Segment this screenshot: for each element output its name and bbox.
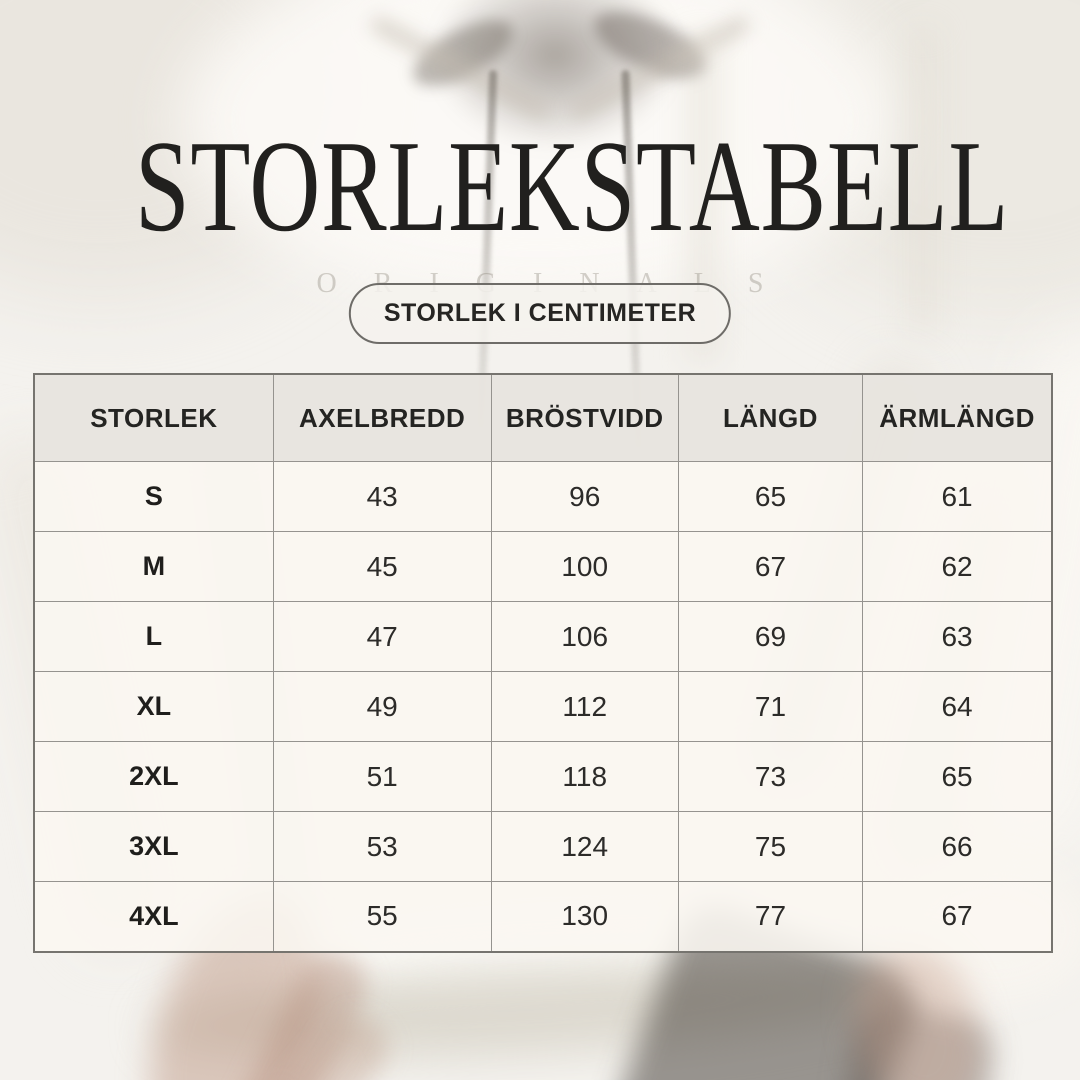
size-label-cell: M [33, 531, 274, 602]
measurement-cell: 55 [272, 881, 492, 952]
measurement-cell: 47 [272, 601, 492, 672]
table-row: 3XL 53 124 75 66 [33, 811, 1053, 882]
column-header: BRÖSTVIDD [490, 373, 679, 462]
table-row: S 43 96 65 61 [33, 461, 1053, 532]
table-row: M 45 100 67 62 [33, 531, 1053, 602]
measurement-cell: 45 [272, 531, 492, 602]
size-label-cell: 4XL [33, 881, 274, 952]
measurement-cell: 51 [272, 741, 492, 812]
measurement-cell: 61 [862, 461, 1053, 532]
measurement-cell: 118 [490, 741, 679, 812]
header-row: STORLEK AXELBREDD BRÖSTVIDD LÄNGD ÄRMLÄNGD [33, 373, 1053, 462]
size-table-header: STORLEK AXELBREDD BRÖSTVIDD LÄNGD ÄRMLÄNGD [33, 373, 1053, 462]
measurement-cell: 62 [862, 531, 1053, 602]
unit-badge: STORLEK I CENTIMETER [348, 283, 732, 344]
measurement-cell: 64 [862, 671, 1053, 742]
size-label-cell: XL [33, 671, 274, 742]
table-row: 2XL 51 118 73 65 [33, 741, 1053, 812]
measurement-cell: 67 [862, 881, 1053, 952]
measurement-cell: 53 [272, 811, 492, 882]
page-title: STORLEKSTABELL [135, 114, 1010, 259]
measurement-cell: 73 [677, 741, 864, 812]
measurement-cell: 112 [490, 671, 679, 742]
size-table-body: S 43 96 65 61 M 45 100 67 62 L 47 106 69 63 XL 49 112 71 64… [33, 461, 1053, 952]
measurement-cell: 75 [677, 811, 864, 882]
table-row: XL 49 112 71 64 [33, 671, 1053, 742]
measurement-cell: 100 [490, 531, 679, 602]
measurement-cell: 71 [677, 671, 864, 742]
measurement-cell: 96 [490, 461, 679, 532]
column-header: STORLEK [33, 373, 274, 462]
table-row: L 47 106 69 63 [33, 601, 1053, 672]
measurement-cell: 49 [272, 671, 492, 742]
measurement-cell: 66 [862, 811, 1053, 882]
fabric-crease [912, 30, 934, 330]
measurement-cell: 67 [677, 531, 864, 602]
column-header: LÄNGD [677, 373, 864, 462]
measurement-cell: 130 [490, 881, 679, 952]
measurement-cell: 77 [677, 881, 864, 952]
column-header: ÄRMLÄNGD [862, 373, 1053, 462]
measurement-cell: 65 [862, 741, 1053, 812]
size-label-cell: S [33, 461, 274, 532]
measurement-cell: 63 [862, 601, 1053, 672]
size-label-cell: 3XL [33, 811, 274, 882]
measurement-cell: 124 [490, 811, 679, 882]
size-table: STORLEK AXELBREDD BRÖSTVIDD LÄNGD ÄRMLÄNGD S… [33, 373, 1053, 953]
measurement-cell: 43 [272, 461, 492, 532]
unit-badge-label: STORLEK I CENTIMETER [383, 299, 697, 327]
measurement-cell: 69 [677, 601, 864, 672]
size-label-cell: L [33, 601, 274, 672]
column-header: AXELBREDD [272, 373, 492, 462]
table-row: 4XL 55 130 77 67 [33, 881, 1053, 952]
measurement-cell: 106 [490, 601, 679, 672]
measurement-cell: 65 [677, 461, 864, 532]
size-label-cell: 2XL [33, 741, 274, 812]
